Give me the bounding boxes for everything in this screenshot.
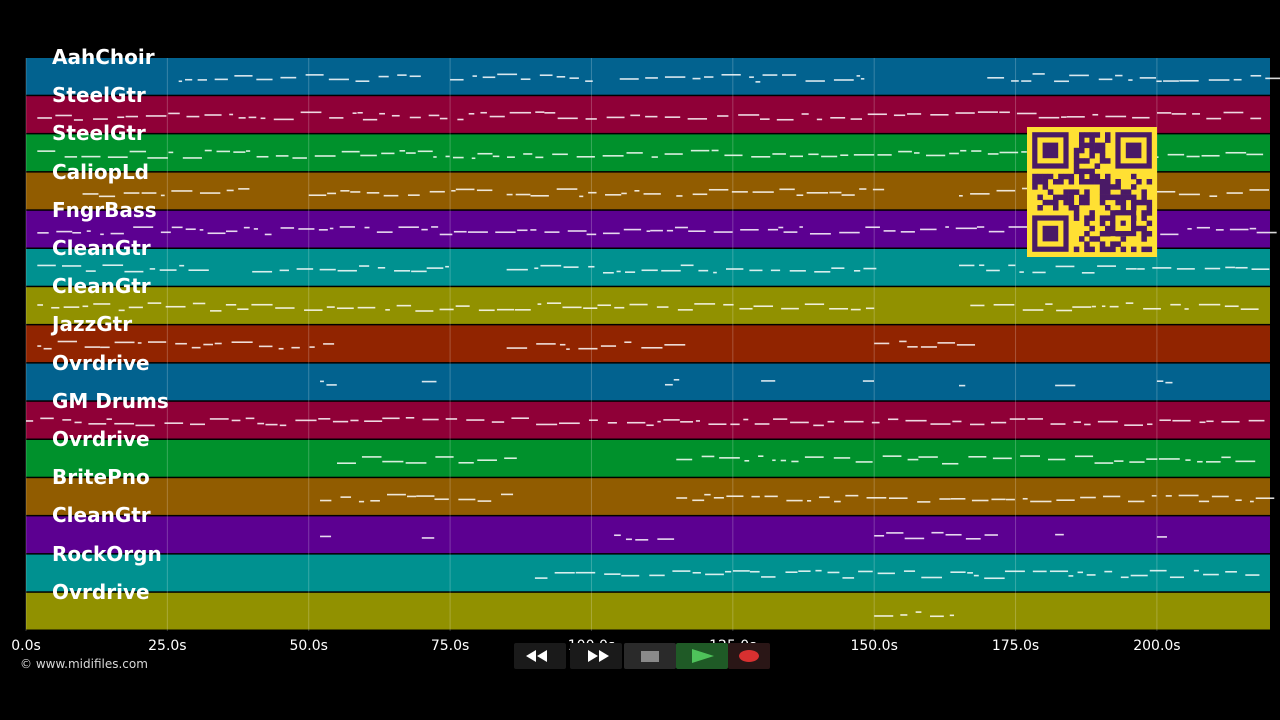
track-row bbox=[26, 287, 1270, 324]
time-tick-label: 50.0s bbox=[289, 638, 328, 654]
track-notes bbox=[534, 569, 1260, 580]
track-notes bbox=[37, 264, 1270, 274]
track-notes bbox=[320, 378, 1173, 387]
track-notes bbox=[37, 111, 1262, 121]
rewind-button[interactable] bbox=[514, 643, 566, 669]
track-label: RockOrgn bbox=[52, 541, 162, 566]
play-button[interactable] bbox=[676, 643, 728, 669]
time-tick-label: 0.0s bbox=[11, 638, 41, 654]
stop-button[interactable] bbox=[624, 643, 676, 669]
track-notes bbox=[82, 187, 1270, 198]
track-label: Ovrdrive bbox=[52, 579, 150, 604]
track-row bbox=[26, 554, 1270, 592]
track-label: CleanGtr bbox=[52, 503, 151, 528]
rewind-icon bbox=[526, 650, 547, 662]
track-label: JazzGtr bbox=[52, 312, 133, 337]
track-row bbox=[26, 440, 1270, 477]
track-label: Ovrdrive bbox=[52, 427, 150, 451]
track-notes bbox=[320, 531, 1167, 541]
track-row bbox=[26, 592, 1270, 630]
track-row bbox=[26, 401, 1270, 439]
track-row bbox=[26, 325, 1270, 363]
track-row bbox=[26, 516, 1270, 554]
time-tick-label: 25.0s bbox=[148, 638, 187, 654]
play-icon bbox=[692, 649, 714, 663]
track-label: CaliopLd bbox=[52, 159, 150, 184]
record-icon bbox=[739, 650, 759, 662]
track-label: SteelGtr bbox=[52, 121, 146, 146]
fast-forward-icon bbox=[588, 650, 609, 662]
track-notes bbox=[874, 611, 955, 618]
track-row bbox=[26, 478, 1270, 515]
track-label: BritePno bbox=[52, 465, 150, 490]
track-row bbox=[26, 363, 1270, 401]
track-label: FngrBass bbox=[52, 197, 157, 222]
time-tick-label: 150.0s bbox=[850, 638, 898, 654]
transport-controls bbox=[510, 643, 770, 670]
track-notes bbox=[37, 302, 1259, 312]
track-notes bbox=[178, 73, 1280, 83]
fast-forward-button[interactable] bbox=[570, 643, 622, 669]
track-label: SteelGtr bbox=[52, 83, 146, 108]
track-label: CleanGtr bbox=[52, 274, 151, 299]
track-notes bbox=[37, 340, 976, 350]
time-tick-label: 200.0s bbox=[1133, 638, 1181, 654]
copyright-text: © www.midifiles.com bbox=[20, 657, 148, 671]
track-notes bbox=[337, 455, 1256, 465]
time-tick-label: 175.0s bbox=[991, 638, 1040, 654]
track-label: AahChoir bbox=[52, 45, 155, 69]
time-tick-label: 75.0s bbox=[430, 638, 470, 654]
track-notes bbox=[320, 493, 1275, 503]
track-row bbox=[26, 96, 1270, 133]
record-button[interactable] bbox=[728, 643, 770, 669]
track-row bbox=[26, 58, 1270, 95]
track-label: CleanGtr bbox=[52, 236, 151, 260]
qr-code-icon bbox=[1027, 127, 1157, 257]
track-label: GM Drums bbox=[52, 388, 169, 413]
stop-icon bbox=[641, 651, 659, 662]
track-notes bbox=[26, 416, 1265, 427]
track-label: Ovrdrive bbox=[52, 350, 150, 375]
